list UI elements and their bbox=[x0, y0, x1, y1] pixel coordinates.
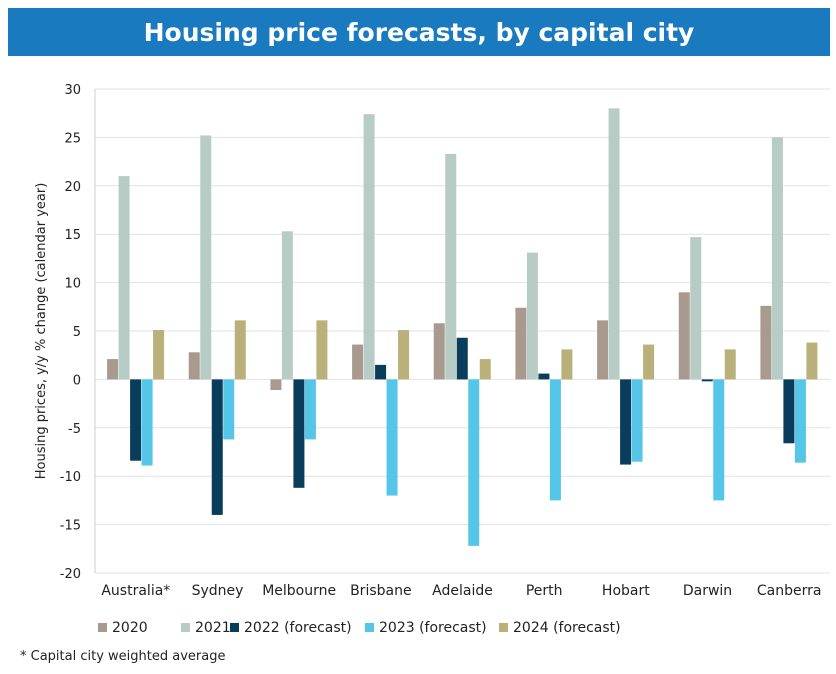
bar bbox=[223, 379, 235, 440]
legend-swatch bbox=[181, 623, 190, 632]
bar bbox=[398, 330, 410, 380]
bar bbox=[456, 337, 468, 380]
bar bbox=[107, 359, 119, 380]
bar bbox=[270, 379, 282, 391]
x-axis-labels: Australia* Sydney Melbourne Brisbane Adelaid… bbox=[101, 583, 821, 599]
bar bbox=[445, 153, 457, 380]
legend-swatch bbox=[365, 623, 374, 632]
bar bbox=[678, 292, 690, 380]
bar bbox=[211, 379, 223, 515]
legend-swatch bbox=[499, 623, 508, 632]
x-tick-label: Melbourne bbox=[262, 583, 336, 599]
bar bbox=[304, 379, 316, 440]
bar bbox=[234, 320, 246, 380]
legend-swatch bbox=[230, 623, 239, 632]
bar bbox=[363, 114, 375, 380]
bar bbox=[118, 176, 130, 380]
footnote: * Capital city weighted average bbox=[20, 649, 226, 664]
bar bbox=[631, 379, 643, 462]
bar bbox=[713, 379, 725, 501]
bars bbox=[107, 108, 818, 546]
y-tick-label: -10 bbox=[60, 470, 81, 485]
x-tick-label: Canberra bbox=[757, 583, 822, 599]
chart-title: Housing price forecasts, by capital city bbox=[8, 8, 830, 56]
bar bbox=[561, 349, 573, 380]
bar bbox=[316, 320, 328, 380]
y-tick-label: -15 bbox=[60, 519, 81, 534]
y-tick-label: -20 bbox=[60, 567, 81, 582]
x-tick-label: Sydney bbox=[192, 583, 244, 599]
bar bbox=[375, 364, 387, 380]
legend-label: 2023 (forecast) bbox=[379, 620, 487, 636]
bar bbox=[724, 349, 736, 380]
y-tick-label: -5 bbox=[68, 422, 81, 437]
y-tick-label: 25 bbox=[64, 131, 81, 146]
bar bbox=[200, 135, 212, 380]
bar bbox=[141, 379, 153, 466]
bar bbox=[130, 379, 142, 461]
legend: 2020 2021 2022 (forecast) 2023 (forecast) 20… bbox=[98, 620, 621, 636]
legend-label: 2022 (forecast) bbox=[244, 620, 352, 636]
legend-label: 2021 bbox=[195, 620, 231, 636]
x-tick-label: Adelaide bbox=[432, 583, 493, 599]
legend-label: 2024 (forecast) bbox=[513, 620, 621, 636]
bar bbox=[386, 379, 398, 496]
bar bbox=[281, 231, 293, 380]
bar bbox=[608, 108, 620, 380]
bar bbox=[549, 379, 561, 501]
bar bbox=[515, 307, 527, 380]
bar bbox=[794, 379, 806, 463]
y-tick-label: 0 bbox=[73, 373, 81, 388]
y-axis-label: Housing prices, y/y % change (calendar y… bbox=[34, 183, 49, 480]
x-tick-label: Darwin bbox=[683, 583, 732, 599]
bar bbox=[806, 342, 818, 380]
bar bbox=[293, 379, 305, 488]
bar bbox=[597, 320, 609, 380]
y-tick-label: 15 bbox=[64, 228, 81, 243]
bar bbox=[690, 237, 702, 380]
x-tick-label: Brisbane bbox=[350, 583, 412, 599]
bar bbox=[433, 323, 445, 380]
bar bbox=[352, 344, 364, 380]
bar bbox=[783, 379, 795, 444]
bar bbox=[701, 379, 713, 382]
bar bbox=[760, 305, 772, 380]
bar bbox=[643, 344, 655, 380]
bar bbox=[526, 252, 538, 380]
y-tick-label: 10 bbox=[64, 277, 81, 292]
y-tick-label: 30 bbox=[64, 83, 81, 98]
bar bbox=[538, 373, 550, 380]
x-tick-label: Australia* bbox=[101, 583, 170, 599]
legend-label: 2020 bbox=[112, 620, 148, 636]
bar bbox=[771, 137, 783, 380]
x-tick-label: Perth bbox=[526, 583, 563, 599]
legend-swatch bbox=[98, 623, 107, 632]
y-axis-ticks: 30 25 20 15 10 5 0 -5 -10 -15 -20 bbox=[60, 83, 81, 582]
y-tick-label: 20 bbox=[64, 180, 81, 195]
bar bbox=[153, 330, 165, 380]
bar bbox=[620, 379, 632, 465]
bar bbox=[188, 352, 200, 380]
x-tick-label: Hobart bbox=[602, 583, 650, 599]
bar bbox=[468, 379, 480, 546]
y-tick-label: 5 bbox=[73, 325, 81, 340]
bar bbox=[479, 359, 491, 380]
